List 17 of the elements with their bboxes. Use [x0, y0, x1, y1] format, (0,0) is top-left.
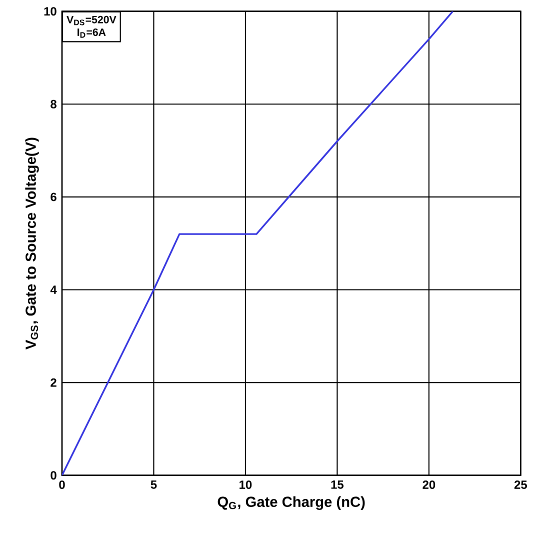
x-tick-label: 20	[422, 480, 436, 489]
y-tick-label: 2	[50, 378, 56, 387]
y-tick-label: 0	[50, 471, 56, 480]
y-tick-label: 10	[44, 7, 56, 16]
x-tick-label: 10	[240, 480, 252, 489]
x-tick-label: 15	[331, 480, 344, 489]
annotation: V$_{DS}$=520V	[66, 16, 116, 26]
x-tick-label: 0	[59, 480, 65, 489]
y-axis-title: V$_{GS}$, Gate to Source Voltage(V)	[25, 138, 39, 350]
x-axis-title: Q$_{G}$, Gate Charge (nC)	[218, 496, 365, 510]
annotation: I$_{D}$=6A	[78, 28, 106, 38]
y-tick-label: 6	[50, 192, 56, 202]
x-tick-label: 25	[514, 480, 527, 489]
y-tick-label: 4	[50, 286, 57, 294]
y-tick-label: 8	[50, 100, 57, 108]
line-series	[62, 11, 454, 476]
x-tick-label: 5	[150, 480, 157, 489]
